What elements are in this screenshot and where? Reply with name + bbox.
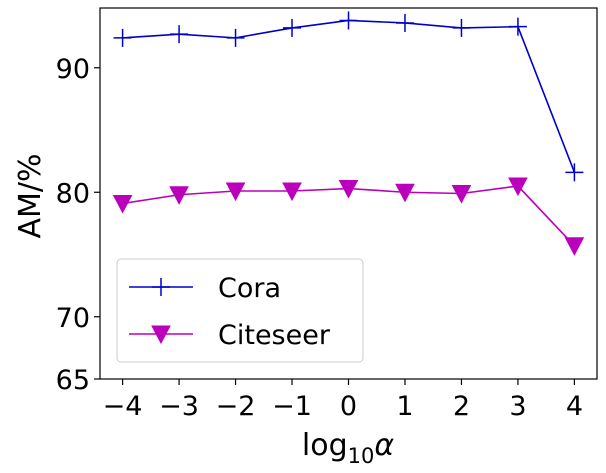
data-point-citeseer bbox=[112, 194, 133, 214]
series-cora bbox=[113, 11, 584, 182]
x-tick-label: −4 bbox=[103, 391, 143, 422]
data-point-citeseer bbox=[225, 182, 246, 202]
y-axis: 65 70 80 90 bbox=[56, 54, 100, 396]
legend-label-citeseer: Citeseer bbox=[218, 320, 331, 351]
data-point-cora bbox=[508, 17, 527, 36]
legend: Cora Citeseer bbox=[116, 258, 364, 363]
y-tick-label: 90 bbox=[56, 54, 90, 85]
x-axis-label: log10α bbox=[302, 428, 394, 468]
data-point-citeseer bbox=[451, 185, 472, 204]
legend-entry-cora: Cora bbox=[129, 273, 281, 304]
legend-entry-citeseer: Citeseer bbox=[129, 320, 331, 351]
x-axis: −4 −3 −2 −1 0 1 2 3 4 bbox=[103, 379, 583, 422]
legend-box bbox=[116, 258, 364, 363]
data-point-citeseer bbox=[508, 177, 528, 197]
data-point-cora bbox=[452, 18, 471, 37]
y-tick-label: 65 bbox=[56, 365, 90, 396]
data-point-citeseer bbox=[564, 237, 585, 256]
data-point-cora bbox=[226, 28, 245, 47]
y-tick-label: 80 bbox=[56, 178, 90, 209]
data-point-cora bbox=[565, 163, 584, 182]
data-point-citeseer bbox=[282, 182, 302, 202]
x-tick-label: −2 bbox=[216, 391, 256, 422]
y-tick-label: 70 bbox=[56, 303, 90, 334]
data-point-citeseer bbox=[338, 180, 359, 199]
legend-label-cora: Cora bbox=[218, 273, 281, 304]
series-citeseer bbox=[112, 177, 585, 256]
data-point-cora bbox=[339, 11, 358, 30]
data-point-cora bbox=[170, 25, 189, 44]
series-layer bbox=[112, 11, 585, 256]
x-tick-label: −3 bbox=[159, 391, 199, 422]
x-tick-label: 2 bbox=[453, 391, 470, 422]
x-tick-label: 3 bbox=[509, 391, 526, 422]
x-tick-label: −1 bbox=[272, 391, 312, 422]
legend-marker-citeseer bbox=[151, 325, 171, 345]
x-tick-label: 1 bbox=[396, 391, 413, 422]
x-tick-label: 4 bbox=[566, 391, 583, 422]
data-point-citeseer bbox=[395, 183, 415, 203]
data-point-cora bbox=[395, 13, 414, 32]
y-axis-label: AM/% bbox=[13, 153, 48, 238]
x-tick-label: 0 bbox=[340, 391, 357, 422]
legend-marker-cora bbox=[152, 278, 170, 296]
data-point-cora bbox=[113, 28, 132, 47]
data-point-citeseer bbox=[169, 186, 189, 205]
data-point-cora bbox=[283, 18, 302, 37]
